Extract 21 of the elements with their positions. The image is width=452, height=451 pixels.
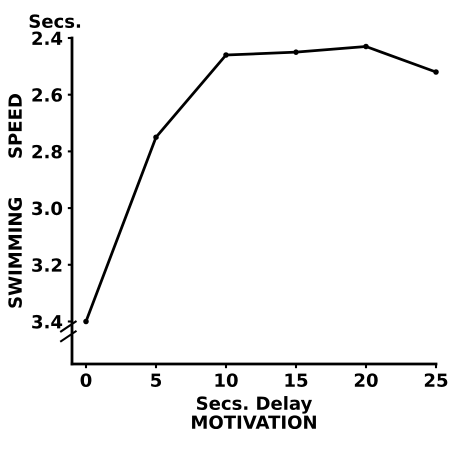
text: Secs. (30, 14, 80, 28)
y-tick-label: 3.4 (32, 314, 62, 329)
x-tick-label: 5 (151, 374, 162, 388)
point (363, 44, 369, 50)
x-tick-label: 20 (354, 373, 378, 388)
point (153, 134, 159, 140)
x-tick-label: 10 (215, 373, 238, 388)
y-tick-label: 3.2 (32, 258, 62, 272)
y-tick-label: 2.6 (32, 88, 62, 102)
x-axis-title: Secs. Delay MOTIVATION (192, 396, 316, 430)
x-tick-label: 25 (424, 373, 448, 388)
point (83, 318, 89, 324)
x-tick-label: 0 (80, 373, 92, 388)
point (433, 69, 439, 75)
point (223, 52, 229, 58)
y-tick-label: 3.0 (32, 202, 62, 216)
y-tick-label: 2.8 (32, 144, 62, 159)
y-tick-label: 2.4 (32, 31, 62, 45)
x-tick-label: 15 (285, 374, 308, 388)
y-axis-title: SWIMMING SPEED (8, 94, 22, 308)
point (293, 49, 299, 55)
